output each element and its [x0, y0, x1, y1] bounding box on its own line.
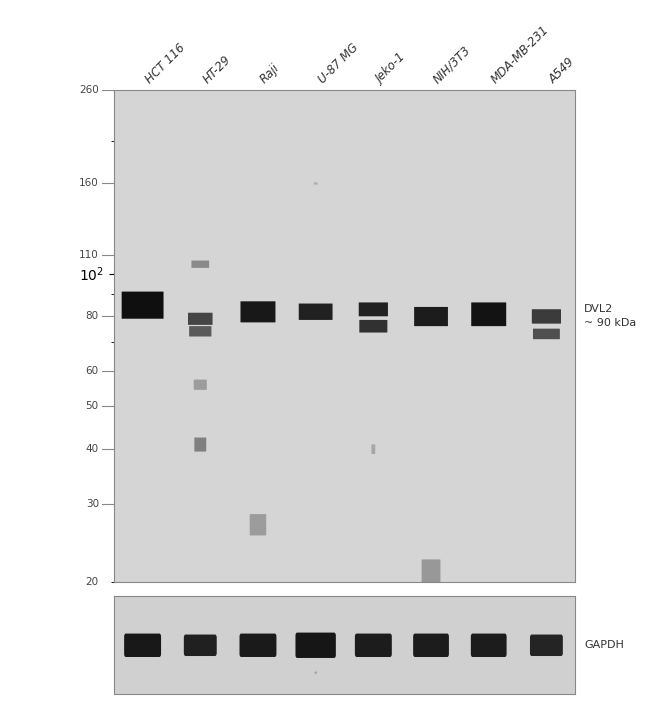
FancyBboxPatch shape — [314, 671, 317, 674]
Text: U-87 MG: U-87 MG — [316, 41, 361, 86]
Text: HCT 116: HCT 116 — [142, 41, 187, 86]
FancyBboxPatch shape — [240, 301, 276, 322]
FancyBboxPatch shape — [194, 380, 207, 390]
Text: 60: 60 — [86, 367, 99, 377]
Text: DVL2
~ 90 kDa: DVL2 ~ 90 kDa — [584, 304, 636, 328]
FancyBboxPatch shape — [124, 633, 161, 657]
FancyBboxPatch shape — [122, 291, 164, 319]
FancyBboxPatch shape — [413, 633, 449, 657]
Text: Raji: Raji — [258, 61, 283, 86]
Text: GAPDH: GAPDH — [584, 641, 624, 650]
Text: 160: 160 — [79, 179, 99, 189]
FancyBboxPatch shape — [299, 304, 333, 320]
FancyBboxPatch shape — [355, 633, 392, 657]
FancyBboxPatch shape — [371, 445, 375, 454]
FancyBboxPatch shape — [414, 307, 448, 326]
Text: HT-29: HT-29 — [200, 53, 233, 86]
FancyBboxPatch shape — [530, 635, 563, 656]
FancyBboxPatch shape — [471, 633, 506, 657]
Text: 40: 40 — [86, 444, 99, 454]
Text: 50: 50 — [86, 401, 99, 411]
FancyBboxPatch shape — [194, 437, 206, 452]
FancyBboxPatch shape — [314, 182, 318, 184]
FancyBboxPatch shape — [192, 260, 209, 268]
FancyBboxPatch shape — [184, 635, 216, 656]
Text: 110: 110 — [79, 250, 99, 260]
FancyBboxPatch shape — [533, 329, 560, 339]
Text: MDA-MB-231: MDA-MB-231 — [489, 23, 552, 86]
FancyBboxPatch shape — [188, 313, 213, 325]
FancyBboxPatch shape — [189, 326, 211, 336]
FancyBboxPatch shape — [359, 320, 387, 333]
Text: A549: A549 — [547, 55, 577, 86]
Text: 30: 30 — [86, 500, 99, 509]
FancyBboxPatch shape — [532, 309, 561, 324]
Text: 20: 20 — [86, 577, 99, 587]
Text: NIH/3T3: NIH/3T3 — [431, 43, 474, 86]
FancyBboxPatch shape — [359, 302, 388, 316]
FancyBboxPatch shape — [422, 560, 441, 587]
Text: 80: 80 — [86, 312, 99, 321]
FancyBboxPatch shape — [296, 633, 336, 658]
Text: Jeko-1: Jeko-1 — [373, 51, 408, 86]
FancyBboxPatch shape — [239, 633, 276, 657]
Text: 260: 260 — [79, 85, 99, 95]
FancyBboxPatch shape — [471, 302, 506, 326]
FancyBboxPatch shape — [250, 514, 266, 536]
